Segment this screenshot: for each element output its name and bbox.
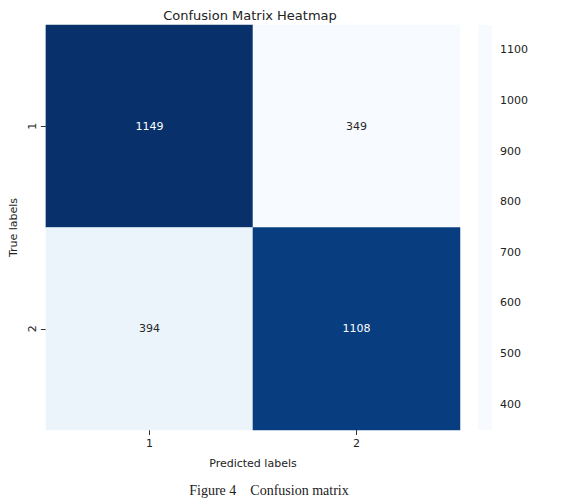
svg-text:400: 400 [500, 398, 521, 411]
svg-text:2: 2 [353, 437, 360, 450]
svg-text:2: 2 [26, 325, 39, 332]
svg-text:1149: 1149 [135, 120, 163, 133]
svg-text:1000: 1000 [500, 94, 528, 107]
svg-text:600: 600 [500, 296, 521, 309]
svg-text:Confusion Matrix Heatmap: Confusion Matrix Heatmap [163, 8, 337, 23]
svg-text:1108: 1108 [342, 322, 370, 335]
svg-text:1: 1 [26, 123, 39, 130]
svg-text:800: 800 [500, 195, 521, 208]
svg-text:Figure 4 Confusion matrix: Figure 4 Confusion matrix [189, 483, 348, 498]
svg-text:700: 700 [500, 246, 521, 259]
svg-text:1: 1 [146, 437, 153, 450]
svg-text:Predicted labels: Predicted labels [209, 457, 297, 470]
svg-text:True labels: True labels [7, 198, 20, 258]
svg-text:349: 349 [346, 120, 367, 133]
svg-text:500: 500 [500, 347, 521, 360]
svg-text:1100: 1100 [500, 43, 528, 56]
svg-text:394: 394 [139, 322, 160, 335]
svg-text:900: 900 [500, 145, 521, 158]
